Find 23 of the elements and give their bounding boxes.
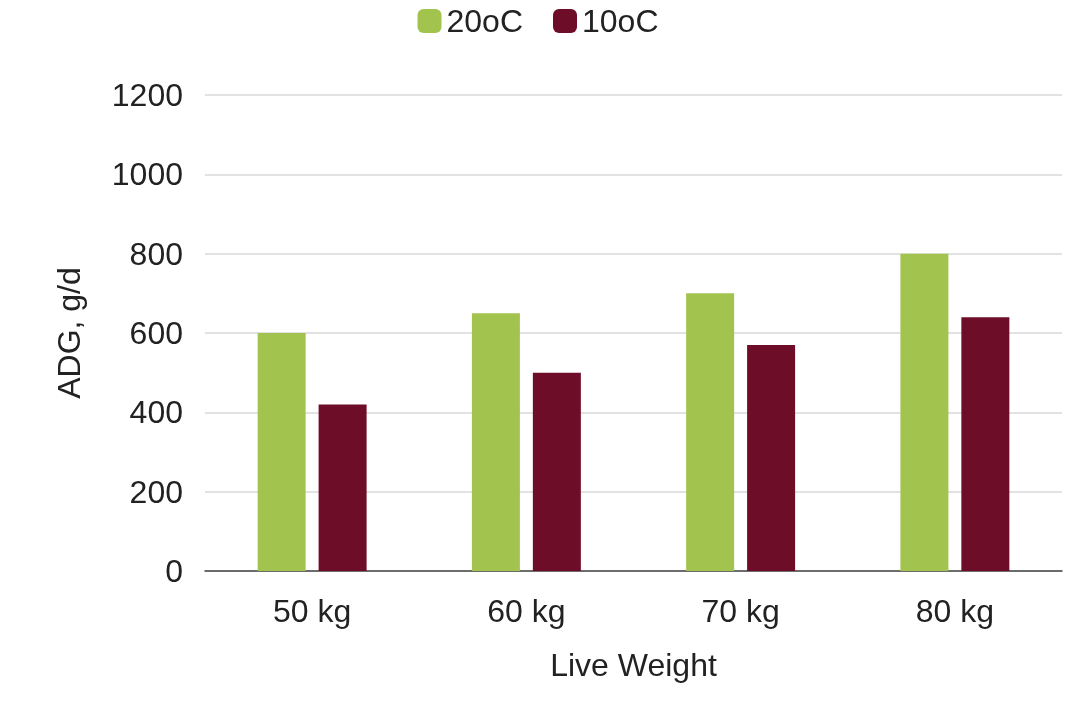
x-tick-label: 60 kg [487,593,566,629]
bar [471,313,520,571]
y-tick-label: 400 [129,394,183,431]
bar [257,333,306,571]
bar [747,344,796,571]
y-tick-label: 600 [129,315,183,351]
y-axis-title: ADG, g/d [51,267,87,399]
legend-label: 20oC [446,3,523,39]
x-tick-label: 50 kg [272,593,352,629]
y-tick-label: 1000 [111,156,183,193]
y-tick-label: 0 [165,553,183,589]
bar [900,253,949,571]
y-tick-label: 1200 [111,77,183,113]
bar [686,293,735,571]
y-tick-label: 200 [129,473,183,510]
x-tick-label: 80 kg [915,593,995,629]
bar [318,404,367,571]
x-axis-title: Live Weight [550,647,717,683]
bar [532,372,581,571]
legend-label: 10oC [582,3,659,39]
x-tick-label: 70 kg [701,593,780,629]
bar [961,317,1010,571]
y-tick-label: 800 [129,235,183,272]
